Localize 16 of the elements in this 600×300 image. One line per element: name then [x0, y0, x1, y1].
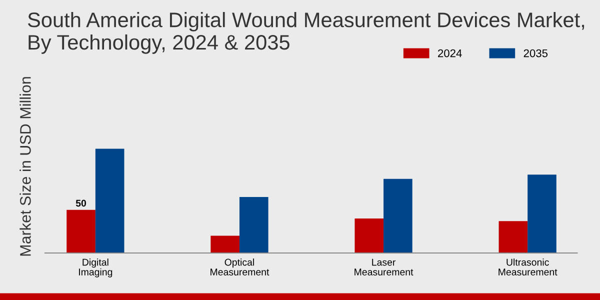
bar	[354, 218, 384, 253]
bar	[95, 148, 124, 253]
x-tick-label: Ultrasonic Measurement	[498, 258, 558, 276]
legend-label: 2024	[438, 49, 462, 58]
data-label: 50	[76, 200, 86, 207]
bar	[528, 174, 556, 253]
legend-label: 2035	[524, 49, 548, 58]
bar	[210, 236, 240, 253]
x-tick-label: Laser Measurement	[354, 258, 414, 276]
y-axis-title: Market Size in USD Million	[20, 77, 31, 256]
bar	[498, 221, 528, 253]
x-tick-label: Optical Measurement	[210, 258, 270, 276]
bar	[384, 178, 412, 253]
bar	[66, 210, 96, 253]
x-tick-label: Digital Imaging	[79, 258, 112, 278]
bar	[239, 197, 268, 253]
